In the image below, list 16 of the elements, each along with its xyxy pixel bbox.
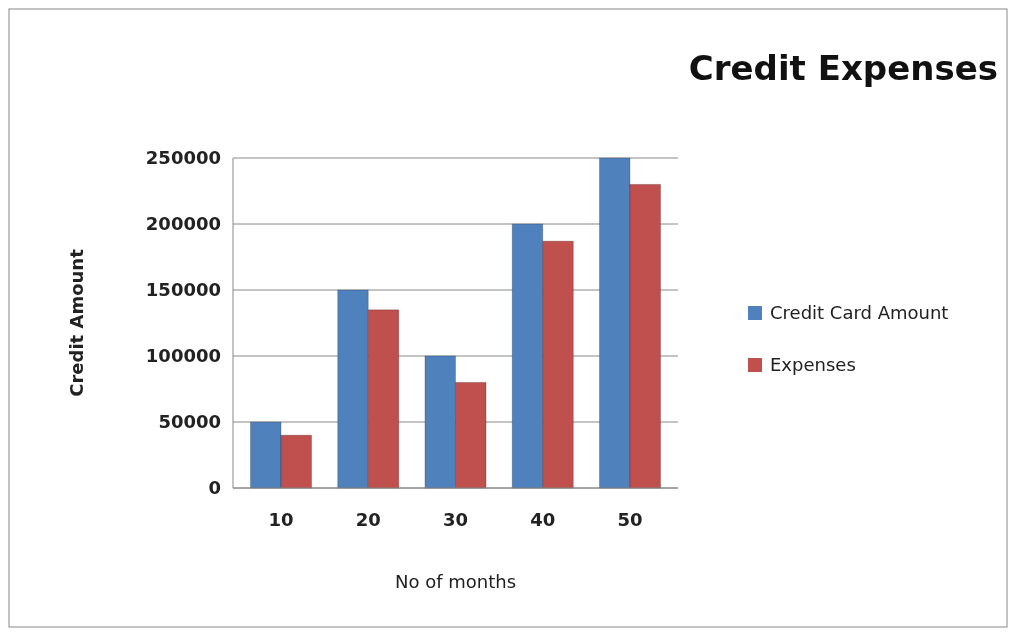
x-tick-label: 50 — [617, 509, 643, 530]
legend-label: Expenses — [770, 354, 856, 376]
x-tick-label: 30 — [442, 509, 469, 530]
y-tick-label: 250000 — [145, 147, 221, 169]
legend-label: Credit Card Amount — [770, 302, 949, 324]
x-tick-label: 20 — [355, 509, 381, 530]
y-axis-title: Credit Amount — [66, 248, 87, 397]
y-tick-label: 0 — [208, 477, 221, 499]
y-tick-label: 200000 — [145, 213, 221, 235]
y-tick-label: 50000 — [158, 411, 221, 433]
text: Credit Expenses — [688, 48, 998, 88]
x-axis-title: No of months — [394, 571, 517, 592]
y-tick-label: 150000 — [145, 279, 221, 301]
x-tick-label: 10 — [268, 509, 294, 530]
x-tick-label: 40 — [530, 509, 556, 530]
y-tick-label: 100000 — [145, 345, 221, 367]
